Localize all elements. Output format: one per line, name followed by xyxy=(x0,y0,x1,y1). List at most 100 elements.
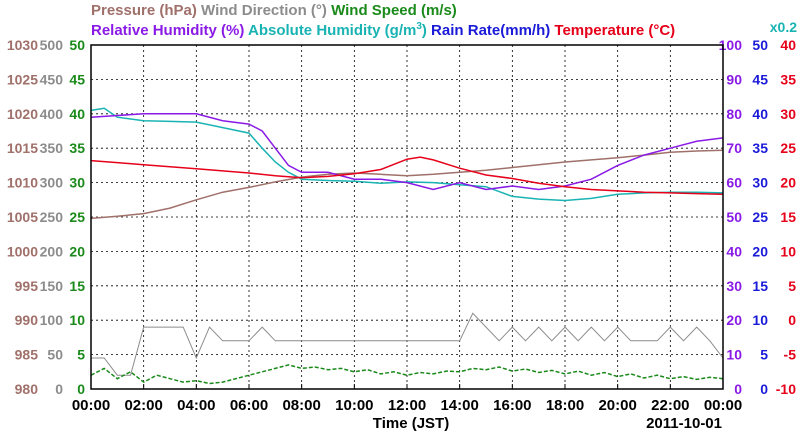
axis-tick-pressure: 1020 xyxy=(7,106,38,122)
axis-tick-rh: 0 xyxy=(734,381,742,397)
legend-ah-sup: 3 xyxy=(416,21,422,32)
series-layer xyxy=(90,107,724,385)
svg-text:Pressure (hPa) Wind Direction: Pressure (hPa) Wind Direction (°) Wind S… xyxy=(91,2,457,19)
axis-tick-pressure: 1015 xyxy=(7,140,38,156)
axis-tick-temp: -5 xyxy=(784,347,797,363)
axis-tick-rh: 80 xyxy=(726,106,742,122)
axis-tick-rh: 30 xyxy=(726,278,742,294)
left-axes: 1030102510201015101010051000995990985980… xyxy=(7,37,85,397)
right-axes: 1009080706050403020100504540353025201510… xyxy=(719,37,797,397)
axis-tick-wind_speed: 40 xyxy=(69,106,85,122)
axis-tick-rh: 60 xyxy=(726,175,742,191)
axis-tick-temp: 30 xyxy=(780,106,796,122)
axis-tick-rh: 90 xyxy=(726,71,742,87)
legend-row-1: Pressure (hPa) Wind Direction (°) Wind S… xyxy=(91,2,457,19)
axis-tick-wind_dir: 450 xyxy=(40,71,64,87)
axis-tick-rh: 20 xyxy=(726,312,742,328)
axis-tick-wind_speed: 45 xyxy=(69,71,85,87)
axis-tick-wind_dir: 0 xyxy=(55,381,63,397)
axis-tick-wind_speed: 50 xyxy=(69,37,85,53)
x-tick-label: 02:00 xyxy=(124,397,162,414)
axis-tick-pressure: 1030 xyxy=(7,37,38,53)
x-tick-label: 16:00 xyxy=(493,397,531,414)
axis-tick-rh: 50 xyxy=(726,209,742,225)
axis-tick-wind_dir: 50 xyxy=(47,347,63,363)
legend-row-2: Relative Humidity (%) Absolute Humidity … xyxy=(91,21,675,39)
x-tick-label: 08:00 xyxy=(282,397,320,414)
axis-tick-pressure: 980 xyxy=(15,381,39,397)
axis-tick-pressure: 985 xyxy=(15,347,39,363)
legend: Pressure (hPa) Wind Direction (°) Wind S… xyxy=(91,2,797,39)
axis-tick-wind_speed: 10 xyxy=(69,312,85,328)
svg-text:Relative Humidity (%) Absolut: Relative Humidity (%) Absolute Humidity … xyxy=(91,21,675,39)
axis-tick-rain: 10 xyxy=(752,312,768,328)
axis-tick-rh: 40 xyxy=(726,243,742,259)
axis-tick-temp: 40 xyxy=(780,37,796,53)
series-temperature-c- xyxy=(90,156,724,196)
grid xyxy=(91,45,723,389)
axis-tick-wind_dir: 100 xyxy=(40,312,64,328)
axis-tick-rain: 5 xyxy=(760,347,768,363)
axis-tick-rh: 100 xyxy=(719,37,743,53)
axis-tick-wind_speed: 25 xyxy=(69,209,85,225)
axis-tick-wind_dir: 250 xyxy=(40,209,64,225)
axis-tick-pressure: 1005 xyxy=(7,209,38,225)
legend-ah-tail: ) xyxy=(422,22,427,39)
axis-tick-rh: 10 xyxy=(726,347,742,363)
axis-tick-rain: 25 xyxy=(752,209,768,225)
legend-temp: Temperature (°C) xyxy=(550,22,675,39)
axis-tick-wind_dir: 150 xyxy=(40,278,64,294)
x-tick-label: 12:00 xyxy=(388,397,426,414)
axis-tick-temp: 5 xyxy=(788,278,796,294)
axis-tick-temp: 25 xyxy=(780,140,796,156)
x-tick-label: 10:00 xyxy=(335,397,373,414)
axis-tick-pressure: 1025 xyxy=(7,71,38,87)
x-tick-label: 14:00 xyxy=(440,397,478,414)
axis-tick-rain: 30 xyxy=(752,175,768,191)
axis-tick-temp: -10 xyxy=(776,381,796,397)
axis-tick-wind_speed: 0 xyxy=(77,381,85,397)
axis-tick-temp: 15 xyxy=(780,209,796,225)
x-tick-label: 18:00 xyxy=(546,397,584,414)
axis-tick-rain: 50 xyxy=(752,37,768,53)
axis-tick-wind_speed: 5 xyxy=(77,347,85,363)
series-pressure-hpa- xyxy=(90,149,724,220)
axis-tick-temp: 20 xyxy=(780,175,796,191)
axis-tick-wind_dir: 200 xyxy=(40,243,64,259)
axis-tick-wind_dir: 400 xyxy=(40,106,64,122)
axis-tick-rain: 35 xyxy=(752,140,768,156)
axis-tick-pressure: 1000 xyxy=(7,243,38,259)
axis-tick-wind_dir: 500 xyxy=(40,37,64,53)
x-tick-label: 04:00 xyxy=(177,397,215,414)
x-tick-label: 22:00 xyxy=(651,397,689,414)
series-wind-direction- xyxy=(91,312,724,376)
legend-rh: Relative Humidity (%) xyxy=(91,22,244,39)
axis-tick-temp: 35 xyxy=(780,71,796,87)
axis-tick-rain: 40 xyxy=(752,106,768,122)
x-tick-label: 00:00 xyxy=(72,397,110,414)
series-relative-humidity- xyxy=(90,113,724,191)
axis-tick-wind_speed: 15 xyxy=(69,278,85,294)
x-axis-label: Time (JST) xyxy=(373,415,449,432)
axis-tick-pressure: 990 xyxy=(15,312,39,328)
axis-tick-wind_dir: 300 xyxy=(40,175,64,191)
axis-tick-wind_dir: 350 xyxy=(40,140,64,156)
axis-tick-temp: 0 xyxy=(788,312,796,328)
legend-rain: Rain Rate(mm/h) xyxy=(427,22,550,39)
axis-tick-wind_speed: 35 xyxy=(69,140,85,156)
axis-tick-rain: 15 xyxy=(752,278,768,294)
axis-tick-rain: 20 xyxy=(752,243,768,259)
axis-tick-rain: 45 xyxy=(752,71,768,87)
axis-tick-wind_speed: 30 xyxy=(69,175,85,191)
x-tick-label: 20:00 xyxy=(598,397,636,414)
x-tick-label: 00:00 xyxy=(704,397,742,414)
x-tick-label: 06:00 xyxy=(230,397,268,414)
axis-tick-rain: 0 xyxy=(760,381,768,397)
series-absolute-humidity-g-m- xyxy=(90,107,724,202)
legend-wind_dir: Wind Direction (°) xyxy=(197,2,327,19)
x-axis: 00:00 02:00 04:00 06:00 08:00 10:00 12:00 14:00… xyxy=(72,384,742,414)
axis-tick-temp: 10 xyxy=(780,243,796,259)
legend-pressure: Pressure (hPa) xyxy=(91,2,197,19)
legend-wind_speed: Wind Speed (m/s) xyxy=(327,2,457,19)
